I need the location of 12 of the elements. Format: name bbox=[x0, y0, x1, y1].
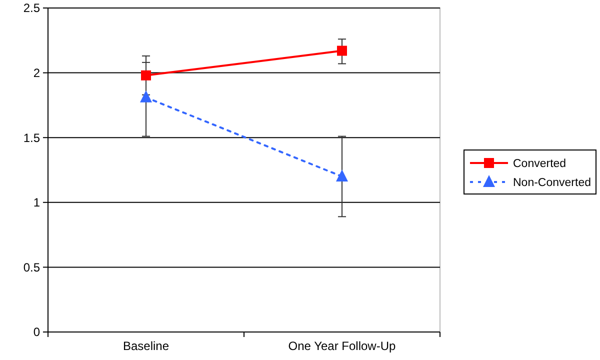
y-tick-label: 0.5 bbox=[23, 260, 40, 274]
y-tick-label: 0 bbox=[33, 325, 40, 340]
legend-label: Non-Converted bbox=[513, 177, 591, 190]
point bbox=[141, 70, 151, 80]
y-tick-label: 1 bbox=[33, 196, 40, 210]
x-tick-label: One Year Follow-Up bbox=[288, 339, 396, 353]
x-tick-label: Baseline bbox=[122, 339, 170, 353]
point bbox=[337, 46, 347, 56]
y-tick-label: 1.5 bbox=[23, 130, 40, 145]
y-tick-label: 2.5 bbox=[23, 1, 40, 16]
y-tick-label: 2 bbox=[33, 66, 40, 80]
legend-label: Converted bbox=[513, 158, 566, 170]
